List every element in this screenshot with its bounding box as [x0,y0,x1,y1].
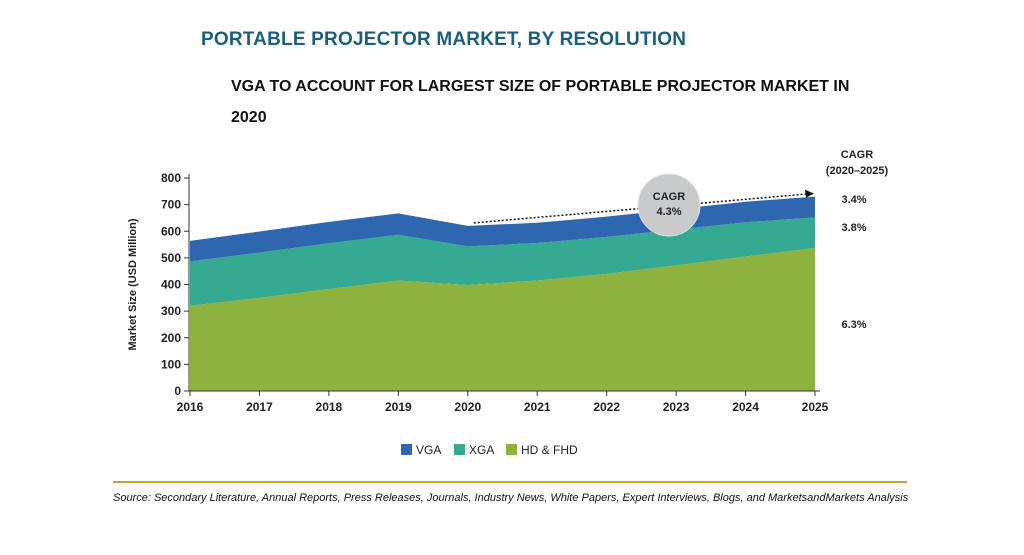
y-tick-label: 300 [161,304,181,318]
x-tick-label: 2024 [732,400,759,414]
legend-swatch [401,444,412,455]
legend-label: XGA [469,443,494,457]
legend-label: HD & FHD [521,443,578,457]
cagr-bubble-text: 4.3% [656,206,681,218]
cagr-bubble [637,173,701,237]
legend-swatch [454,444,465,455]
divider-line [113,481,907,483]
legend-swatch [506,444,517,455]
cagr-header: CAGR [841,149,873,161]
y-tick-label: 500 [161,251,181,265]
y-tick-label: 700 [161,198,181,212]
x-tick-label: 2018 [316,400,343,414]
y-tick-label: 0 [174,384,181,398]
cagr-bubble-text: CAGR [653,191,685,203]
y-tick-label: 200 [161,331,181,345]
y-tick-label: 800 [161,171,181,185]
x-tick-label: 2022 [593,400,620,414]
x-tick-label: 2016 [177,400,204,414]
area-series-xga [190,217,815,306]
source-note: Source: Secondary Literature, Annual Rep… [113,492,909,504]
cagr-value-label: 3.8% [841,222,866,234]
chart-subtitle: VGA TO ACCOUNT FOR LARGEST SIZE OF PORTA… [231,78,850,126]
chart-title: PORTABLE PROJECTOR MARKET, BY RESOLUTION [201,29,687,50]
x-tick-label: 2023 [663,400,690,414]
y-tick-label: 100 [161,357,181,371]
area-series-hd-fhd [190,248,815,391]
area-chart: 0 100 200 300 400 500 600 700 800 2016 2017 2018 201… [127,149,889,457]
cagr-value-label: 3.4% [841,194,866,206]
legend-label: VGA [416,443,441,457]
x-tick-label: 2021 [524,400,551,414]
cagr-value-label: 6.3% [841,319,866,331]
y-tick-label: 400 [161,278,181,292]
x-tick-label: 2025 [802,400,829,414]
cagr-arrow-head [805,189,814,198]
y-axis-label: Market Size (USD Million) [127,218,139,350]
y-tick-label: 600 [161,224,181,238]
x-tick-label: 2017 [246,400,273,414]
cagr-header: (2020–2025) [826,165,889,177]
x-tick-label: 2019 [385,400,412,414]
x-tick-label: 2020 [454,400,481,414]
